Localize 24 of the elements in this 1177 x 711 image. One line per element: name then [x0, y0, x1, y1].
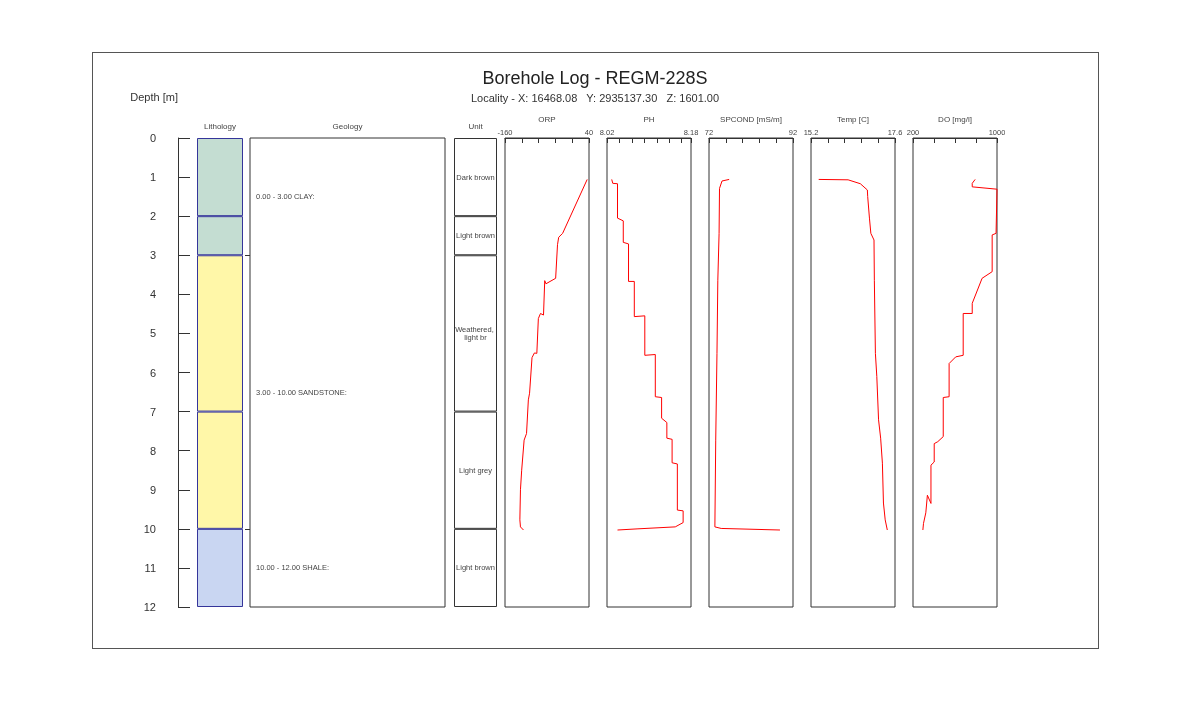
x-tick-label: Unit — [468, 121, 484, 131]
y-tick-label: 0 — [149, 132, 156, 144]
y-tick-label: 1 — [149, 171, 156, 184]
y-tick-label: 8 — [149, 444, 156, 457]
x-axis-title: PH — [643, 114, 655, 124]
x-axis-title: SPCOND [mS/m] — [720, 114, 782, 124]
x-tick-label: Lithology — [203, 121, 237, 131]
y-tick-label: 4 — [149, 288, 156, 301]
text: Locality - X: 16468.08 Y: 2935137.30 Z: 1601.00 — [470, 91, 720, 104]
x-axis-title: DO [mg/l] — [938, 114, 972, 124]
y-tick-label: 2 — [149, 210, 156, 223]
text: Geology — [332, 121, 363, 131]
y-tick-label: 6 — [149, 366, 156, 379]
y-tick-label: 5 — [149, 327, 156, 340]
y-tick-label: 10 — [143, 522, 156, 535]
text: Borehole Log - REGM-228S — [482, 68, 708, 88]
y-tick-label: 12 — [143, 601, 156, 613]
y-axis-title: Depth [m] — [130, 90, 178, 103]
x-axis-title: Temp [C] — [836, 114, 870, 124]
y-tick-label: 7 — [149, 405, 156, 418]
y-tick-label: 3 — [149, 249, 156, 262]
x-axis-title: ORP — [538, 114, 556, 124]
y-tick-label: 11 — [144, 561, 156, 574]
y-tick-label: 9 — [149, 483, 156, 496]
